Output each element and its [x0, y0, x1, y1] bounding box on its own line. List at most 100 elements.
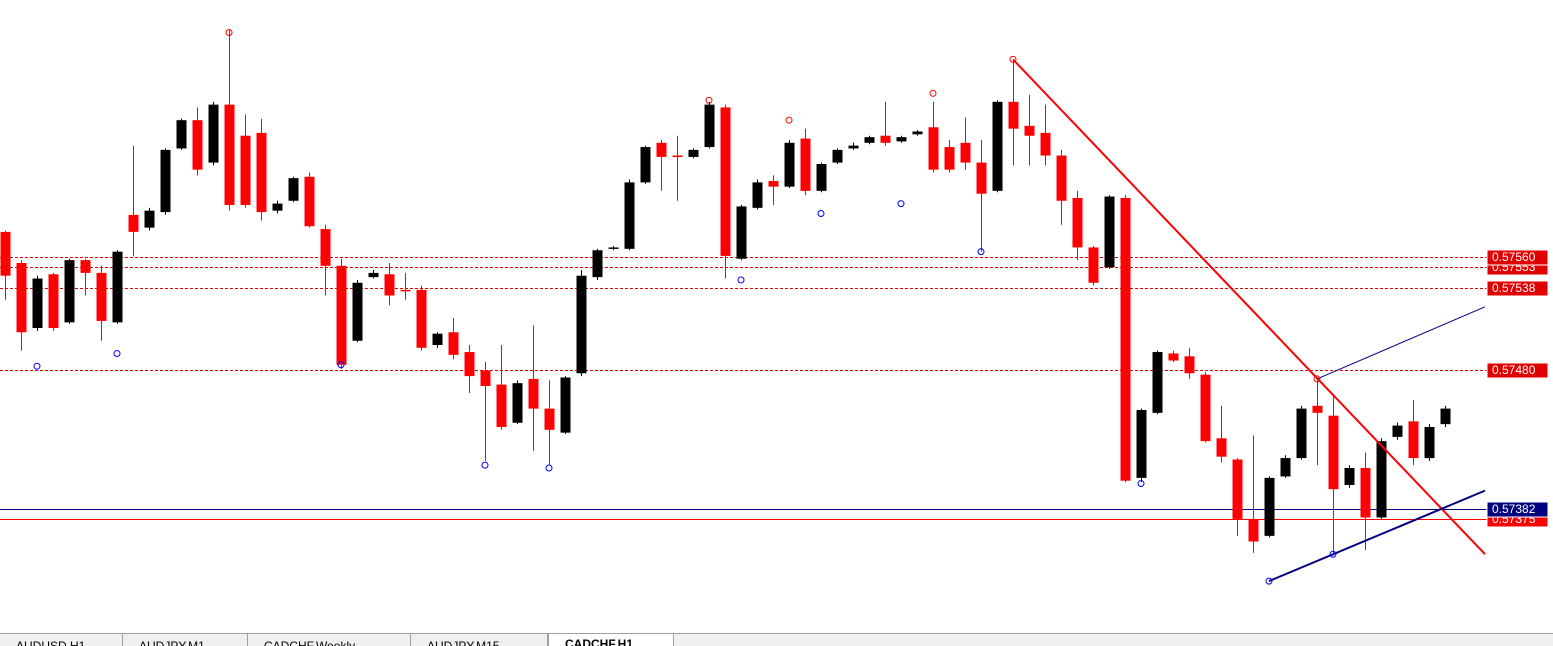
price-label: 0.57382	[1492, 502, 1536, 516]
candle-body	[128, 214, 139, 232]
candle-body	[16, 262, 27, 333]
fractal-marker	[337, 361, 345, 369]
price-label: 0.57480	[1492, 363, 1536, 377]
candle-body	[1296, 408, 1307, 459]
candle-body	[800, 138, 811, 191]
candle-body	[256, 132, 267, 213]
candle-body	[272, 203, 283, 211]
candle-body	[816, 164, 827, 191]
fractal-marker	[1265, 577, 1273, 585]
candle-body	[48, 274, 59, 329]
fractal-marker	[897, 200, 905, 208]
candle-body	[1024, 125, 1035, 136]
fractal-marker	[977, 248, 985, 256]
candle-body	[608, 247, 619, 249]
candle-body	[560, 377, 571, 433]
candle-body	[96, 272, 107, 321]
candle-body	[432, 333, 443, 345]
candle-body	[976, 162, 987, 194]
candle-body	[576, 275, 587, 374]
candle-body	[320, 229, 331, 266]
fractal-marker	[113, 349, 121, 357]
candle-body	[960, 142, 971, 163]
price-label-box	[1486, 280, 1549, 297]
candle-body	[1424, 426, 1435, 459]
price-label: 0.57560	[1492, 250, 1536, 264]
candle-body	[864, 137, 875, 143]
candle-body	[528, 378, 539, 409]
candle-body	[368, 272, 379, 278]
fractal-marker	[817, 209, 825, 217]
chart-tab[interactable]: AUDUSD,H1	[0, 634, 123, 646]
price-label-box	[1486, 501, 1549, 518]
candle-body	[464, 352, 475, 377]
candle-body	[64, 260, 75, 323]
candle-body	[0, 231, 11, 276]
candle-body	[848, 145, 859, 149]
candle-body	[1120, 197, 1131, 481]
fractal-marker	[1329, 550, 1337, 558]
candle-body	[656, 142, 667, 157]
trendline	[1268, 489, 1486, 583]
candle-body	[768, 180, 779, 187]
candle-body	[1152, 352, 1163, 413]
candle-body	[288, 178, 299, 201]
candle-body	[752, 182, 763, 208]
candle-body	[80, 260, 91, 273]
candle-body	[1200, 374, 1211, 442]
candle-body	[736, 206, 747, 259]
candle-body	[992, 101, 1003, 191]
candle-body	[400, 289, 411, 292]
candle-body	[640, 147, 651, 183]
candle-body	[416, 289, 427, 348]
fractal-marker	[737, 276, 745, 284]
candle-body	[1312, 405, 1323, 413]
fractal-marker	[1137, 480, 1145, 488]
trendline	[1316, 306, 1486, 380]
candle-body	[1392, 425, 1403, 437]
fractal-marker	[785, 116, 793, 124]
fractal-marker	[481, 461, 489, 469]
candle-body	[1088, 247, 1099, 283]
fractal-marker	[225, 29, 233, 37]
chart-tab[interactable]: CADCHF,H1	[548, 634, 674, 646]
fractal-marker	[33, 362, 41, 370]
candle-body	[624, 182, 635, 249]
chart-tab[interactable]: AUDJPY,M15	[411, 634, 548, 646]
price-label-box	[1486, 249, 1549, 266]
candle-body	[1184, 356, 1195, 374]
fractal-marker	[545, 464, 553, 472]
chart-tab[interactable]: AUDJPY,M1	[123, 634, 248, 646]
candle-body	[384, 274, 395, 296]
candle-body	[240, 135, 251, 206]
candle-body	[1040, 132, 1051, 156]
candle-body	[160, 149, 171, 213]
candle-body	[1104, 196, 1115, 268]
candle-body	[880, 135, 891, 143]
candle-body	[784, 142, 795, 187]
candle-body	[544, 408, 555, 430]
chart-tab[interactable]: CADCHF,Weekly	[248, 634, 411, 646]
candle-body	[480, 370, 491, 386]
candle-body	[1376, 441, 1387, 518]
price-label-box	[1486, 362, 1549, 379]
candle-body	[1232, 459, 1243, 519]
candle-body	[144, 210, 155, 228]
tab-bar: AUDUSD,H1 AUDJPY,M1 CADCHF,Weekly AUDJPY,M1…	[0, 633, 1553, 646]
candle-body	[928, 127, 939, 170]
candle-body	[224, 104, 235, 206]
candle-body	[512, 383, 523, 423]
candle-body	[912, 131, 923, 135]
candle-body	[688, 149, 699, 157]
candle-body	[944, 147, 955, 170]
price-label: 0.57538	[1492, 281, 1536, 295]
candle-body	[1056, 155, 1067, 201]
candle-body	[352, 282, 363, 341]
candle-body	[1248, 518, 1259, 542]
trendline	[1012, 58, 1486, 555]
candle-body	[448, 332, 459, 355]
candle-body	[192, 120, 203, 170]
fractal-marker	[929, 89, 937, 97]
candle-body	[592, 250, 603, 278]
